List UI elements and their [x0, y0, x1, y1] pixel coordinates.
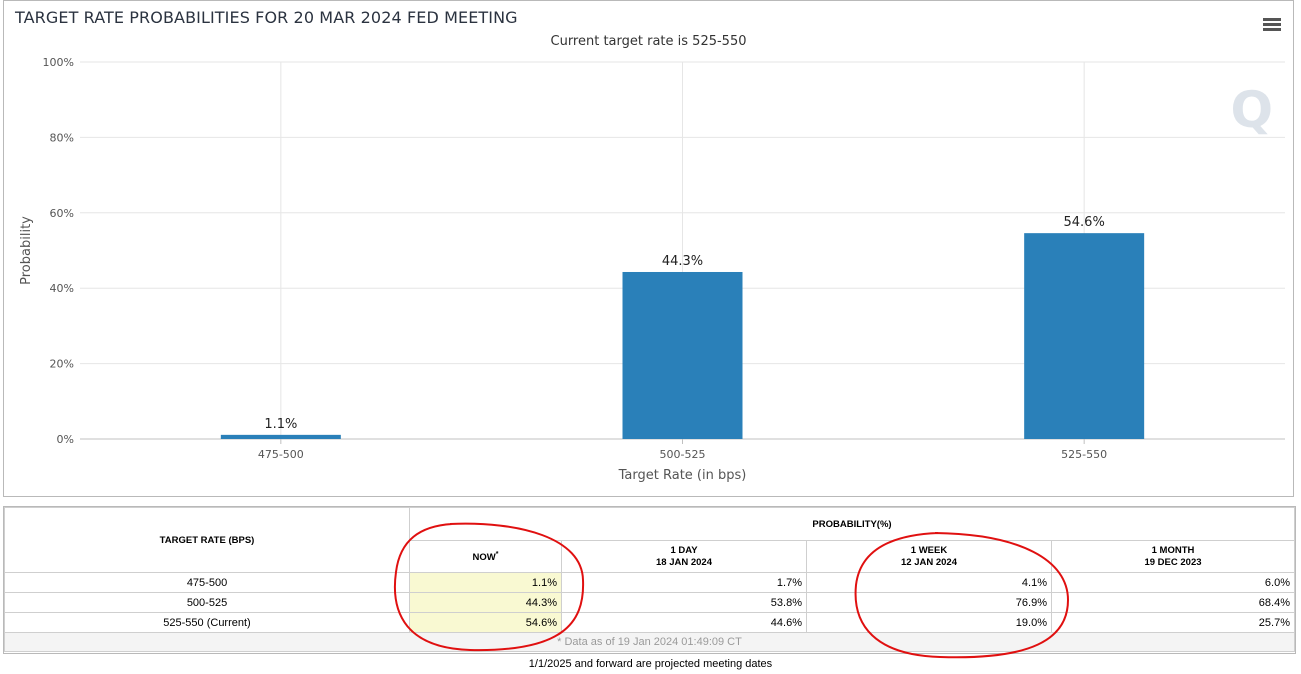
target-rate-header: TARGET RATE (BPS) [4, 507, 410, 573]
x-tick-label: 500-525 [660, 448, 706, 461]
probability-table-panel: TARGET RATE (BPS) PROBABILITY(%) NOW* 1 … [3, 506, 1296, 654]
cell-now: 1.1% [409, 572, 562, 593]
bar-data-label: 1.1% [264, 417, 297, 432]
row-rate: 525-550 (Current) [4, 612, 410, 633]
y-tick-label: 80% [50, 131, 74, 144]
cell-1-week: 19.0% [806, 612, 1052, 633]
bar-chart: Q 0% 20% 40% 60% 80% 100% 1.1% 475-500 44.3% 500-5… [19, 56, 1285, 483]
cell-now: 54.6% [409, 612, 562, 633]
col-header-1-day: 1 DAY 18 JAN 2024 [561, 540, 807, 573]
x-tick-label: 525-550 [1061, 448, 1107, 461]
col-header-1-week: 1 WEEK 12 JAN 2024 [806, 540, 1052, 573]
probability-group-header: PROBABILITY(%) [409, 507, 1295, 541]
table-row: 525-550 (Current) 54.6% 44.6% 19.0% 25.7… [4, 612, 1295, 633]
chart-subtitle: Current target rate is 525-550 [550, 34, 747, 49]
cell-1-day: 53.8% [561, 592, 807, 613]
row-rate: 475-500 [4, 572, 410, 593]
y-tick-label: 40% [50, 282, 74, 295]
data-as-of-note: * Data as of 19 Jan 2024 01:49:09 CT [4, 632, 1295, 652]
cell-1-week: 76.9% [806, 592, 1052, 613]
col-header-1-month: 1 MONTH 19 DEC 2023 [1051, 540, 1295, 573]
table-row: 500-525 44.3% 53.8% 76.9% 68.4% [4, 592, 1295, 613]
cell-1-month: 68.4% [1051, 592, 1295, 613]
watermark-logo: Q [1230, 81, 1273, 139]
cell-1-day: 1.7% [561, 572, 807, 593]
chart-title: TARGET RATE PROBABILITIES FOR 20 MAR 202… [15, 8, 518, 27]
y-tick-label: 0% [57, 433, 74, 446]
bar-data-label: 44.3% [662, 254, 703, 269]
x-axis-title: Target Rate (in bps) [618, 468, 747, 483]
cell-1-day: 44.6% [561, 612, 807, 633]
cell-now: 44.3% [409, 592, 562, 613]
bar [622, 271, 743, 439]
footnote: 1/1/2025 and forward are projected meeti… [528, 658, 773, 670]
cell-1-month: 6.0% [1051, 572, 1295, 593]
cell-1-week: 4.1% [806, 572, 1052, 593]
hamburger-menu-icon[interactable] [1263, 18, 1281, 32]
row-rate: 500-525 [4, 592, 410, 613]
cell-1-month: 25.7% [1051, 612, 1295, 633]
x-tick-label: 475-500 [258, 448, 304, 461]
col-header-now: NOW* [409, 540, 562, 573]
bar [1024, 233, 1145, 439]
y-axis-title: Probability [19, 216, 34, 285]
probability-table: TARGET RATE (BPS) PROBABILITY(%) NOW* 1 … [4, 507, 1295, 652]
y-tick-label: 20% [50, 358, 74, 371]
bar-data-label: 54.6% [1064, 215, 1105, 230]
table-row: 475-500 1.1% 1.7% 4.1% 6.0% [4, 572, 1295, 593]
y-tick-label: 100% [43, 56, 74, 69]
chart-panel: TARGET RATE PROBABILITIES FOR 20 MAR 202… [3, 0, 1294, 497]
y-tick-label: 60% [50, 207, 74, 220]
bar [220, 434, 341, 439]
